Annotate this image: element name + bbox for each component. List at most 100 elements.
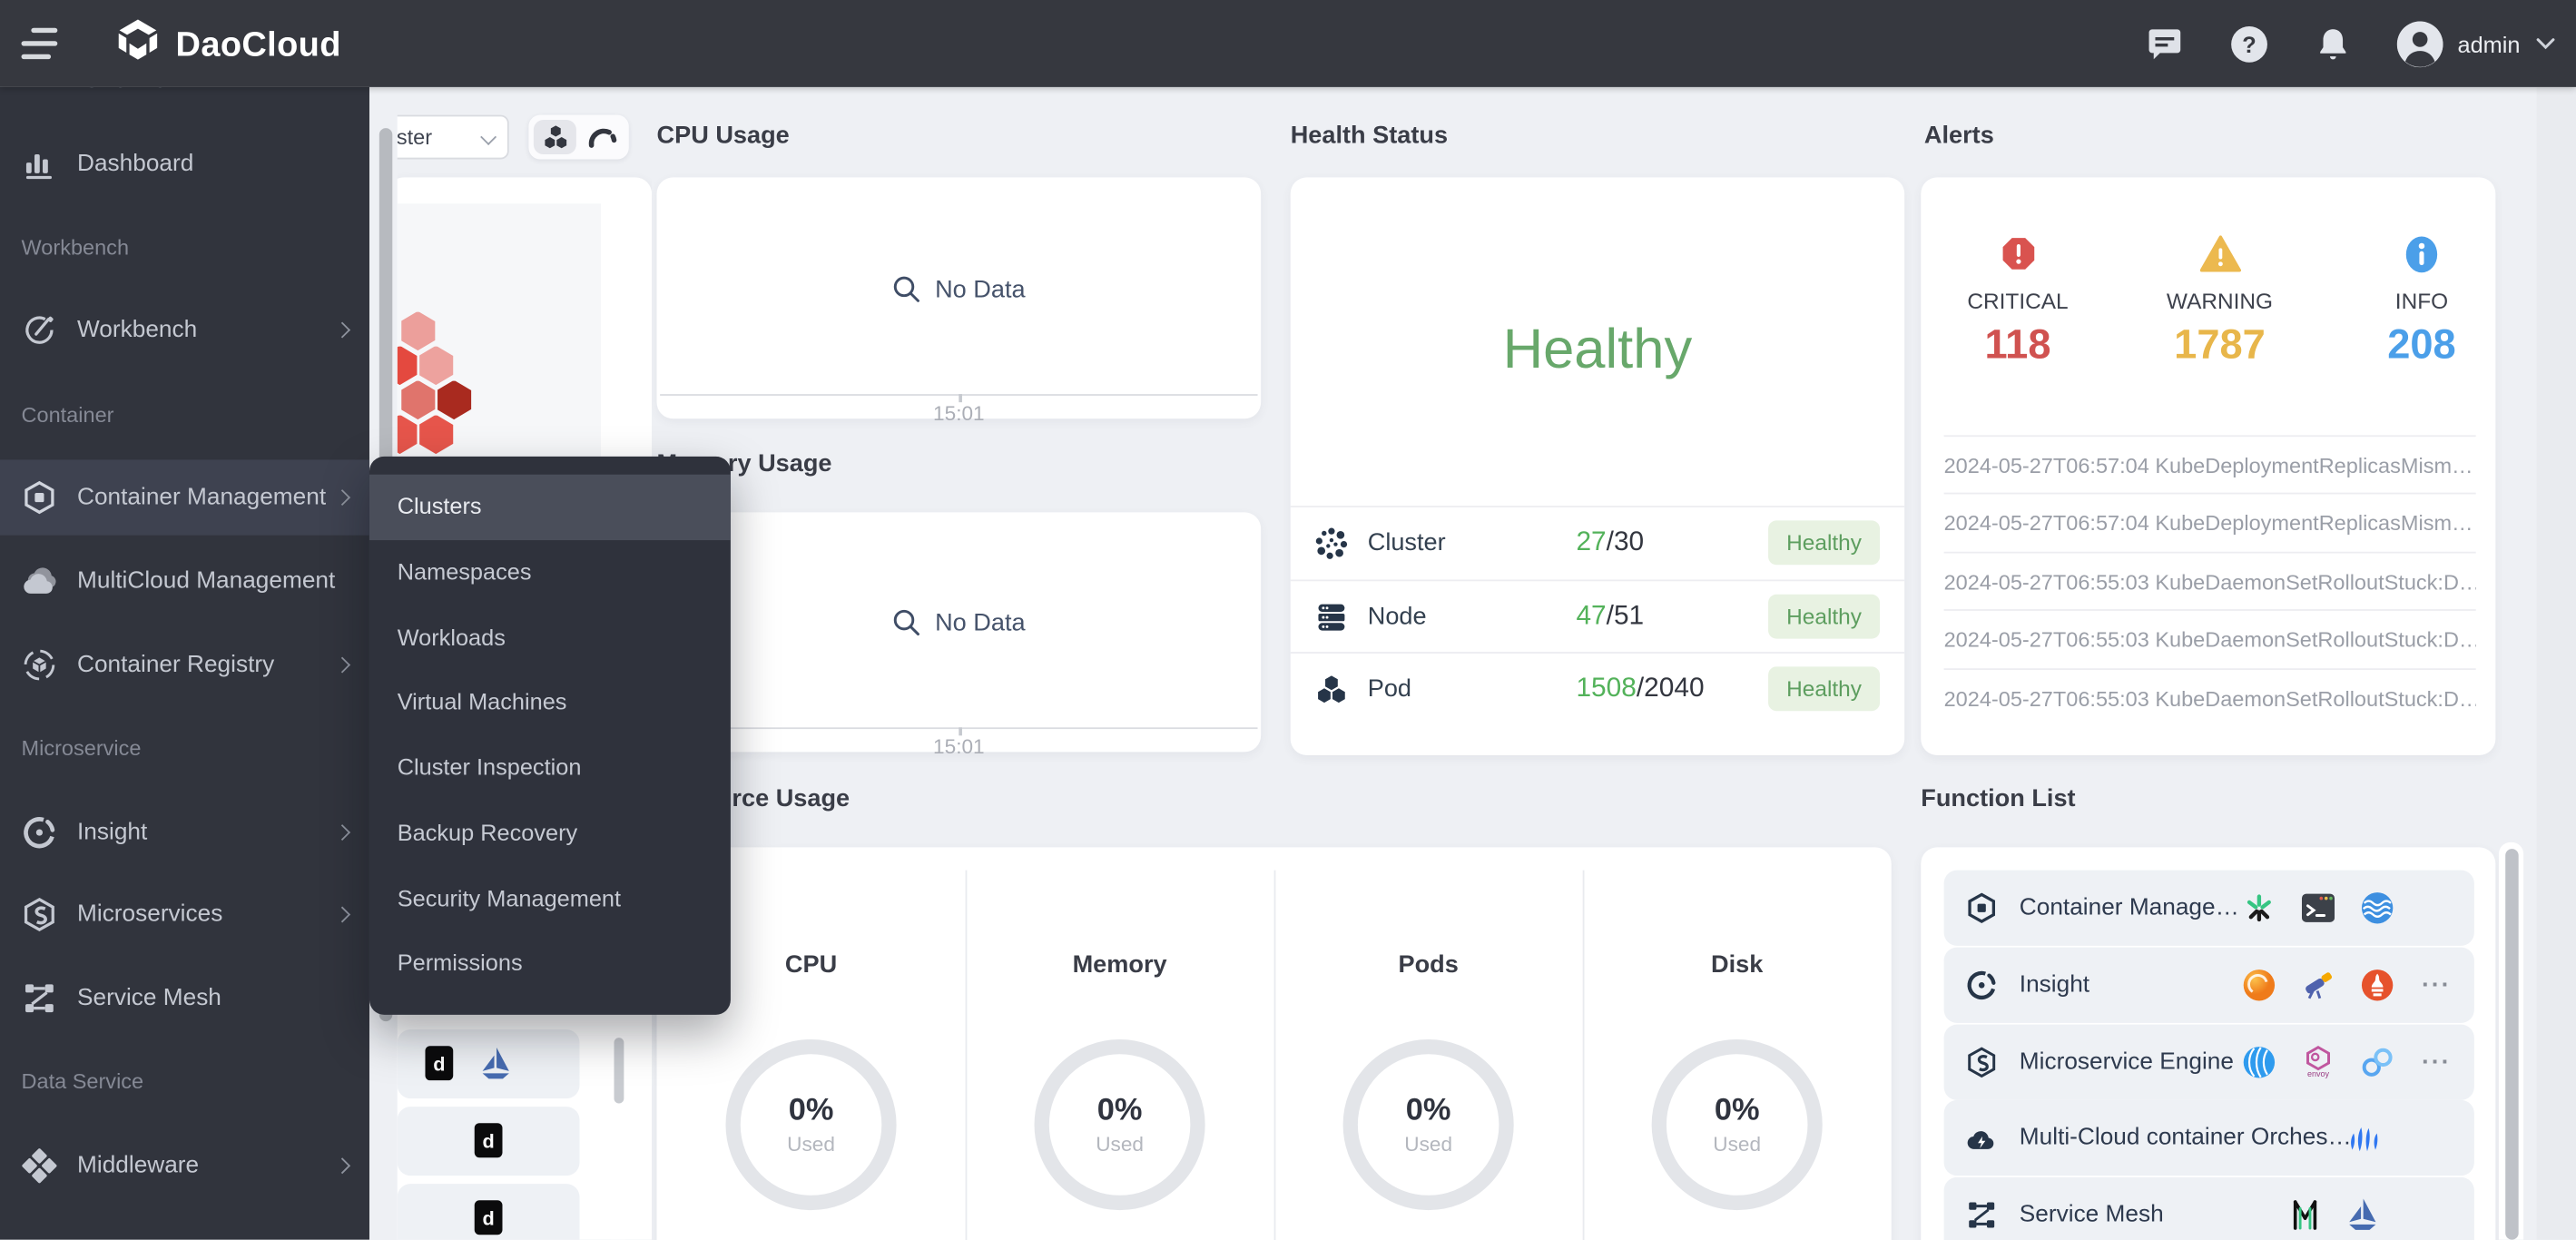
alert-stat-value: 1787 [2174, 321, 2266, 369]
more-icon[interactable]: ··· [2421, 970, 2452, 999]
cluster-select[interactable]: Cluster [397, 114, 509, 160]
svg-text:?: ? [2242, 32, 2256, 57]
pod-icon [1318, 674, 1345, 703]
x-axis [660, 394, 1258, 396]
pods-gauge: 0% Used [1342, 1038, 1514, 1211]
sidebar-item-label: Workbench [77, 317, 198, 344]
axis-tick [959, 394, 962, 403]
submenu-item-virtual-machines[interactable]: Virtual Machines [397, 688, 567, 715]
submenu-item-cluster-inspection[interactable]: Cluster Inspection [397, 753, 582, 781]
sidebar-item-workbench[interactable]: Workbench [0, 292, 369, 368]
health-status-value: Healthy [1502, 318, 1693, 381]
function-row-service-mesh[interactable]: Service Mesh [1943, 1176, 2474, 1240]
cluster-list-item[interactable]: d [397, 1029, 580, 1099]
sidebar-item-overview[interactable]: Overview [82, 87, 184, 93]
info-icon [2331, 235, 2512, 274]
submenu-item-permissions[interactable]: Permissions [397, 949, 523, 976]
search-icon [894, 609, 920, 636]
svg-text:envoy: envoy [2307, 1069, 2330, 1078]
function-list-scrollbar-thumb[interactable] [2504, 849, 2518, 1240]
alert-list-item[interactable]: 2024-05-27T06:55:03 KubeDaemonSetRollout… [1943, 667, 2476, 725]
function-row-multicloud-orchestration[interactable]: Multi-Cloud container Orches… [1943, 1099, 2474, 1176]
gauge-label: Disk [1711, 950, 1764, 979]
no-data-text: No Data [935, 274, 1026, 303]
function-row-microservice-engine[interactable]: Microservice Engine envoy ··· [1943, 1023, 2474, 1099]
blue-waves-icon [2348, 1121, 2381, 1154]
chain-links-icon [2361, 1045, 2394, 1078]
sidebar-item-insight[interactable]: Insight [0, 794, 369, 870]
sidebar-item-container-registry[interactable]: Container Registry [0, 627, 369, 703]
brand[interactable]: DaoCloud [113, 16, 341, 74]
hex-cell[interactable] [418, 345, 454, 386]
status-badge: Healthy [1768, 520, 1881, 566]
card-scrollbar-track [610, 1029, 626, 1240]
user-menu[interactable]: admin [2396, 20, 2557, 67]
dashboard-icon [22, 146, 58, 182]
chevron-down-icon[interactable] [2535, 33, 2557, 54]
chevron-right-icon [334, 656, 351, 674]
alert-list-item[interactable]: 2024-05-27T06:55:03 KubeDaemonSetRollout… [1943, 550, 2476, 609]
alert-stat-label: CRITICAL [1967, 289, 2069, 314]
cpu-gauge: 0% Used [725, 1038, 897, 1211]
hex-cell[interactable] [397, 345, 418, 386]
warning-icon [2129, 235, 2310, 274]
alert-stat-value: 118 [1984, 321, 2051, 369]
function-row-insight[interactable]: Insight ··· [1943, 947, 2474, 1023]
status-badge: Healthy [1768, 594, 1881, 639]
prometheus-icon [2361, 969, 2394, 1001]
sidebar-item-middleware[interactable]: Middleware [0, 1128, 369, 1204]
hex-cell[interactable] [400, 310, 436, 351]
function-row-label: Service Mesh [2019, 1201, 2164, 1228]
hex-cell[interactable] [400, 379, 436, 420]
alert-stat-warning: WARNING 1787 [2129, 235, 2310, 369]
submenu-item-backup-recovery[interactable]: Backup Recovery [397, 819, 578, 846]
hex-cell[interactable] [397, 414, 418, 455]
sidebar-item-multicloud-management[interactable]: MultiCloud Management [0, 544, 369, 619]
health-total: /2040 [1636, 673, 1705, 704]
gauge-view-button[interactable] [581, 120, 624, 154]
feedback-chat-icon[interactable] [2146, 24, 2185, 63]
alert-stat-info: INFO 208 [2331, 235, 2512, 369]
column-divider [1582, 870, 1585, 1240]
submenu-item-workloads[interactable]: Workloads [397, 623, 506, 650]
card-scrollbar-thumb[interactable] [613, 1038, 624, 1104]
gauge-sub: Used [1096, 1133, 1144, 1156]
health-used: 47 [1576, 601, 1607, 631]
alert-list-item[interactable]: 2024-05-27T06:57:04 KubeDeploymentReplic… [1943, 492, 2476, 551]
help-icon[interactable]: ? [2229, 24, 2268, 63]
grafana-icon [2243, 969, 2276, 1001]
notifications-bell-icon[interactable] [2313, 24, 2352, 63]
function-row-container-management[interactable]: Container Manage… [1943, 870, 2474, 946]
alert-list-item[interactable]: 2024-05-27T06:55:03 KubeDaemonSetRollout… [1943, 609, 2476, 667]
sidebar-item-label: Container Management [77, 484, 327, 511]
sidebar-item-dashboard[interactable]: Dashboard [0, 126, 369, 202]
submenu-item-security-management[interactable]: Security Management [397, 884, 622, 910]
gauge-label: Pods [1398, 950, 1459, 979]
container-management-submenu: Clusters Namespaces Workloads Virtual Ma… [369, 456, 731, 1015]
search-icon [894, 276, 920, 302]
hex-cell[interactable] [437, 379, 472, 420]
hex-cell[interactable] [418, 414, 454, 455]
sidebar-item-label: Microservices [77, 901, 223, 928]
alert-list-item[interactable]: 2024-05-27T06:57:04 KubeDeploymentReplic… [1943, 434, 2476, 492]
sidebar-item-service-mesh[interactable]: Service Mesh [0, 960, 369, 1036]
sidebar-section-microservice: Microservice [21, 735, 142, 761]
sidebar-item-container-management[interactable]: Container Management [0, 459, 369, 536]
terminal-icon [2301, 891, 2335, 924]
submenu-item-namespaces[interactable]: Namespaces [397, 557, 532, 585]
health-total: /51 [1606, 601, 1645, 631]
submenu-item-clusters[interactable]: Clusters [369, 474, 731, 540]
cluster-select-value: Cluster [397, 124, 433, 150]
menu-toggle-icon[interactable] [21, 27, 61, 59]
time-tick-label: 15:01 [933, 735, 985, 759]
cluster-icon [1315, 527, 1348, 558]
more-icon[interactable]: ··· [2421, 1048, 2452, 1076]
cluster-list-item[interactable]: d [397, 1107, 580, 1176]
no-data-text: No Data [935, 608, 1026, 636]
cluster-list-item[interactable]: d [397, 1184, 580, 1240]
envoy-icon: envoy [2302, 1045, 2335, 1078]
chevron-right-icon [334, 321, 351, 339]
istio-sailboat-icon [2345, 1197, 2377, 1231]
sidebar-item-microservices[interactable]: Microservices [0, 877, 369, 952]
hex-view-button[interactable] [533, 120, 576, 155]
